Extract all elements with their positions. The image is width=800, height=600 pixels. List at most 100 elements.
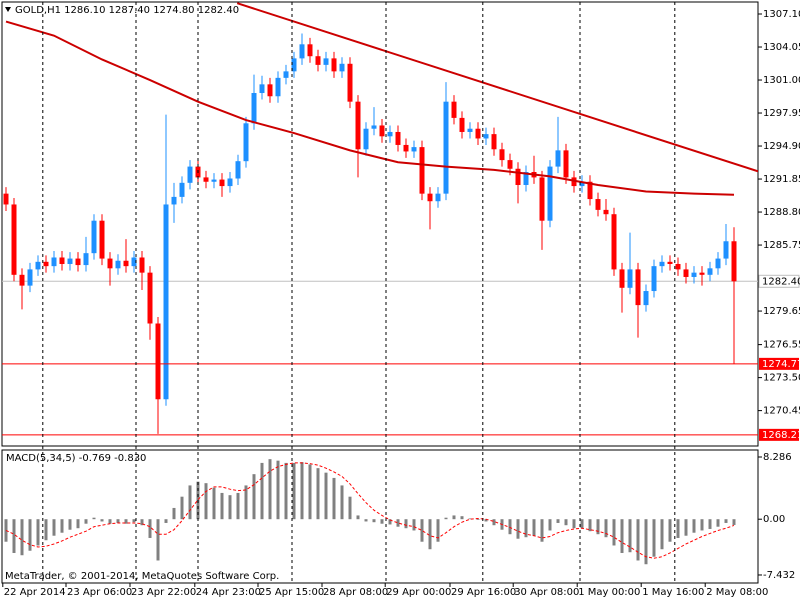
candle-body [299,44,305,59]
y-tick-label: 8.286 [763,452,792,463]
candle-body [267,84,273,97]
candle-body [91,220,97,254]
candle-body [435,193,441,202]
candle-body [179,182,185,197]
macd-bar [348,496,352,520]
macd-title: MACD(5,34,5) -0.769 -0.830 [6,453,146,464]
macd-bar [596,519,600,535]
candle-body [187,166,193,183]
macd-bar [404,519,408,529]
candle-body [459,117,465,132]
copyright: MetaTrader, © 2001-2014, MetaQuotes Soft… [5,571,279,582]
macd-bar [76,519,80,529]
macd-bar [92,517,96,520]
candle-body [675,263,681,270]
candle-body [283,71,289,78]
candle-body [643,291,649,306]
x-tick-label: 24 Apr 23:00 [196,587,261,598]
candle-body [227,178,233,187]
candle-body [419,147,425,194]
macd-bar [172,507,176,520]
macd-bar [580,519,584,529]
macd-signal [5,462,735,559]
macd-bar [44,519,48,541]
macd-bar [364,519,368,522]
macd-bar [484,519,488,522]
candle-body [731,241,737,282]
macd-bar [300,462,304,520]
candle-body [251,93,257,124]
candle-body [715,258,721,269]
candle-body [475,128,481,139]
macd-bar [68,519,72,530]
x-tick-label: 29 Apr 00:00 [386,587,451,598]
candle-body [635,269,641,306]
candle-body [379,125,385,137]
macd-bar [476,519,480,520]
macd-bar [372,519,376,523]
macd-bar [124,519,128,524]
candle-body [523,172,529,185]
candle-body [203,177,209,182]
candle-body [515,168,521,185]
macd-bar [284,462,288,520]
macd-bar [276,460,280,520]
candle-body [43,261,49,267]
candle-body [331,58,337,72]
menu-triangle[interactable] [5,7,11,12]
macd-bar [620,519,624,553]
candle-body [403,144,409,152]
main-plot [2,2,758,436]
price-label-box [758,274,800,288]
macd-bar [220,492,224,520]
price-label: 1282.40 [762,276,800,287]
macd-bar [684,519,688,536]
macd-bar [148,519,152,538]
candle-body [539,177,545,221]
macd-bar [428,519,432,550]
candle-body [171,196,177,205]
chart-title: GOLD,H1 1286.10 1287.40 1274.80 1282.40 [15,5,239,16]
macd-bar [164,519,168,523]
macd-bar [452,515,456,520]
candle-body [243,123,249,162]
macd-bar [36,519,40,546]
candle-body [107,258,113,269]
macd-bar [420,519,424,542]
candle-body [211,179,217,182]
macd-bar [396,519,400,527]
macd-bar [60,519,64,533]
candle-body [347,63,353,102]
level-label: 1268.21 [762,430,800,441]
y-tick-label: 0.00 [763,514,785,525]
macd-bar [52,519,56,536]
candle-body [483,134,489,139]
macd-bar [332,477,336,520]
macd-bar [468,518,472,520]
candle-body [315,56,321,65]
y-tick-label: 1285.75 [763,240,800,251]
x-tick-label: 1 May 16:00 [642,587,704,598]
x-tick-label: 2 May 08:00 [706,587,768,598]
candle-body [291,58,297,72]
candle-body [115,260,121,269]
candle-body [259,84,265,94]
candle-body [371,125,377,129]
macd-bar [524,519,528,538]
candle-body [579,181,585,187]
candle-body [35,261,41,270]
candle-body [59,257,65,264]
macd-bar [20,519,24,556]
x-tick-label: 29 Apr 16:00 [451,587,516,598]
candle-body [83,253,89,266]
x-tick-label: 25 Apr 15:00 [259,587,324,598]
macd-bar [716,519,720,527]
candle-body [11,204,17,275]
y-tick-label: 1297.95 [763,108,800,119]
x-tick-label: 30 Apr 08:00 [514,587,579,598]
candle-body [355,101,361,150]
candle-body [547,166,553,221]
macd-bar [572,519,576,529]
macd-bar [204,483,208,520]
candle-body [707,268,713,275]
